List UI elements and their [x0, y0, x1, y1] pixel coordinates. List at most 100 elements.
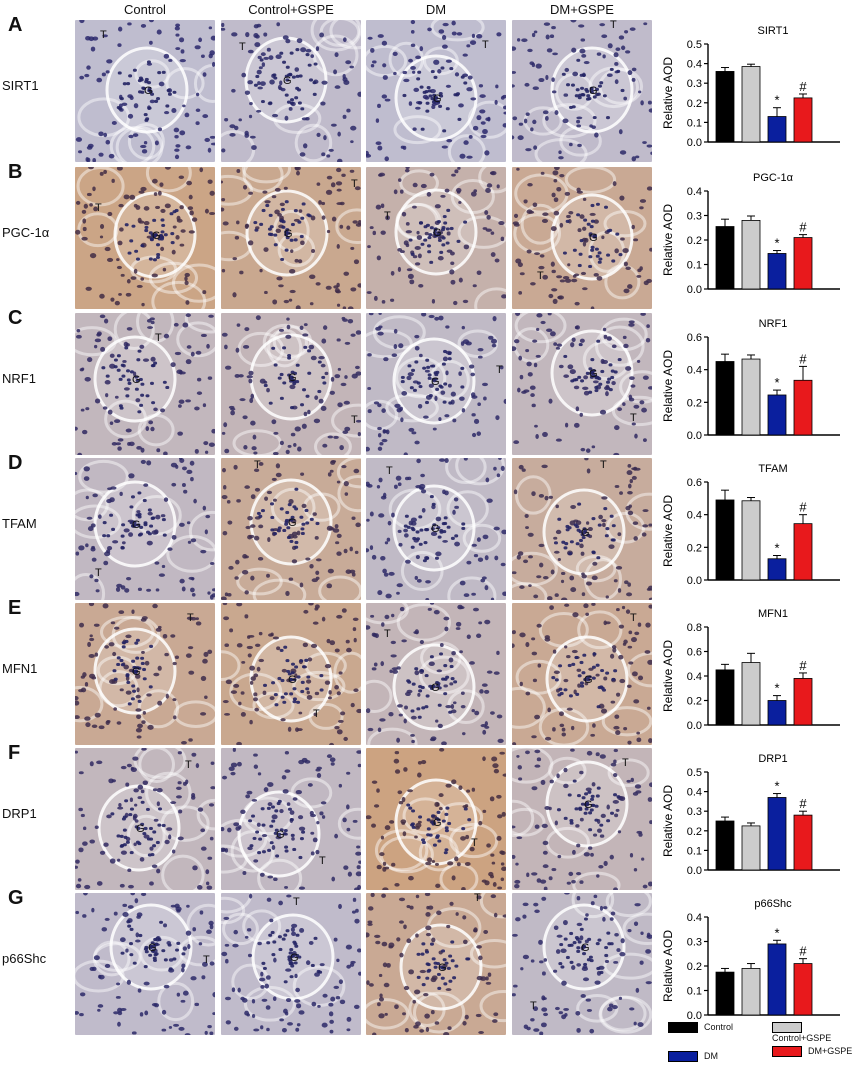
bar-control: [715, 226, 735, 290]
bar-chart-0: SIRT1 Relative AOD 0.0 0.1 0.2 0.3 0.4 0.5 * #: [660, 22, 865, 162]
y-tick-label: 0.3: [687, 806, 702, 818]
bar-dm: [767, 943, 787, 1016]
y-tick-label: 0.6: [687, 647, 702, 659]
significance-star: *: [774, 925, 779, 940]
y-axis-label: Relative AOD: [661, 204, 675, 276]
bar-chart-3: TFAM Relative AOD 0.0 0.2 0.4 0.6 * #: [660, 460, 865, 600]
tubule-label: T: [155, 332, 162, 344]
chart-title: TFAM: [758, 463, 787, 475]
y-tick-label: 0.5: [687, 767, 702, 779]
glomerulus-label: G: [288, 372, 297, 384]
panel-letter-b: B: [8, 161, 23, 183]
bar-controlgspe: [741, 500, 761, 581]
bar-dmgspe: [793, 963, 813, 1016]
tubule-label: T: [313, 708, 320, 720]
y-tick-label: 0.2: [687, 235, 702, 247]
y-tick-label: 0.3: [687, 78, 702, 90]
bar-controlgspe: [741, 825, 761, 871]
legend-item-control-gspe: Control+GSPE: [772, 1022, 865, 1043]
glomerulus-label: G: [431, 376, 440, 388]
y-tick-label: 0.0: [687, 1010, 702, 1022]
chart-title: DRP1: [758, 753, 787, 765]
tubule-label: T: [351, 414, 358, 426]
bar-control: [715, 71, 735, 143]
row-label-0: SIRT1: [2, 78, 39, 93]
bar-controlgspe: [741, 66, 761, 143]
bar-chart-1: PGC-1α Relative AOD 0.0 0.1 0.2 0.3 0.4 * #: [660, 169, 865, 309]
significance-hash: #: [799, 79, 807, 94]
y-tick-label: 0.2: [687, 696, 702, 708]
tubule-label: T: [622, 757, 629, 769]
tubule-label: T: [610, 20, 617, 31]
bar-chart-4: MFN1 Relative AOD 0.0 0.2 0.4 0.6 0.8 * #: [660, 605, 865, 745]
panel-letter-e: E: [8, 597, 22, 619]
y-axis-label: Relative AOD: [661, 57, 675, 129]
y-axis-label: Relative AOD: [661, 785, 675, 857]
bar-dmgspe: [793, 814, 813, 871]
tubule-label: T: [537, 270, 544, 282]
y-tick-label: 0.4: [687, 59, 702, 71]
glomerulus-label: G: [589, 232, 598, 244]
y-tick-label: 0.3: [687, 937, 702, 949]
column-heading-dm-gspe: DM+GSPE: [550, 2, 614, 17]
panel-letter-a: A: [8, 14, 23, 36]
significance-hash: #: [799, 500, 807, 515]
row-label-3: TFAM: [2, 516, 37, 531]
glomerulus-label: G: [276, 829, 285, 841]
glomerulus-label: G: [431, 523, 440, 535]
glomerulus-label: G: [132, 519, 141, 531]
tubule-label: T: [319, 855, 326, 867]
significance-star: *: [774, 375, 779, 390]
column-heading-control: Control: [124, 2, 166, 17]
bar-dmgspe: [793, 237, 813, 290]
tubule-label: T: [530, 1000, 537, 1012]
glomerulus-label: G: [589, 85, 598, 97]
legend-swatch-control: [668, 1022, 698, 1034]
panel-letter-f: F: [8, 742, 21, 764]
glomerulus-label: G: [581, 942, 590, 954]
y-tick-label: 0.6: [687, 332, 702, 344]
legend-label-dm-gspe: DM+GSPE: [808, 1046, 853, 1056]
tubule-label: T: [474, 893, 481, 904]
tubule-label: T: [630, 612, 637, 624]
tubule-label: T: [386, 465, 393, 477]
row-label-4: MFN1: [2, 661, 38, 676]
tubule-label: T: [254, 459, 261, 471]
bar-dm: [767, 558, 787, 581]
y-axis-label: Relative AOD: [661, 930, 675, 1002]
tubule-label: T: [384, 210, 391, 222]
y-tick-label: 0.2: [687, 826, 702, 838]
bar-control: [715, 820, 735, 871]
y-tick-label: 0.4: [687, 186, 702, 198]
glomerulus-label: G: [288, 517, 297, 529]
significance-star: *: [774, 779, 779, 794]
glomerulus-label: G: [136, 823, 145, 835]
y-tick-label: 0.4: [687, 671, 702, 683]
chart-title: PGC-1α: [753, 172, 794, 184]
glomerulus-label: G: [584, 674, 593, 686]
y-tick-label: 0.4: [687, 510, 702, 522]
tubule-label: T: [293, 896, 300, 908]
bar-control: [715, 669, 735, 726]
glomerulus-label: G: [290, 952, 299, 964]
